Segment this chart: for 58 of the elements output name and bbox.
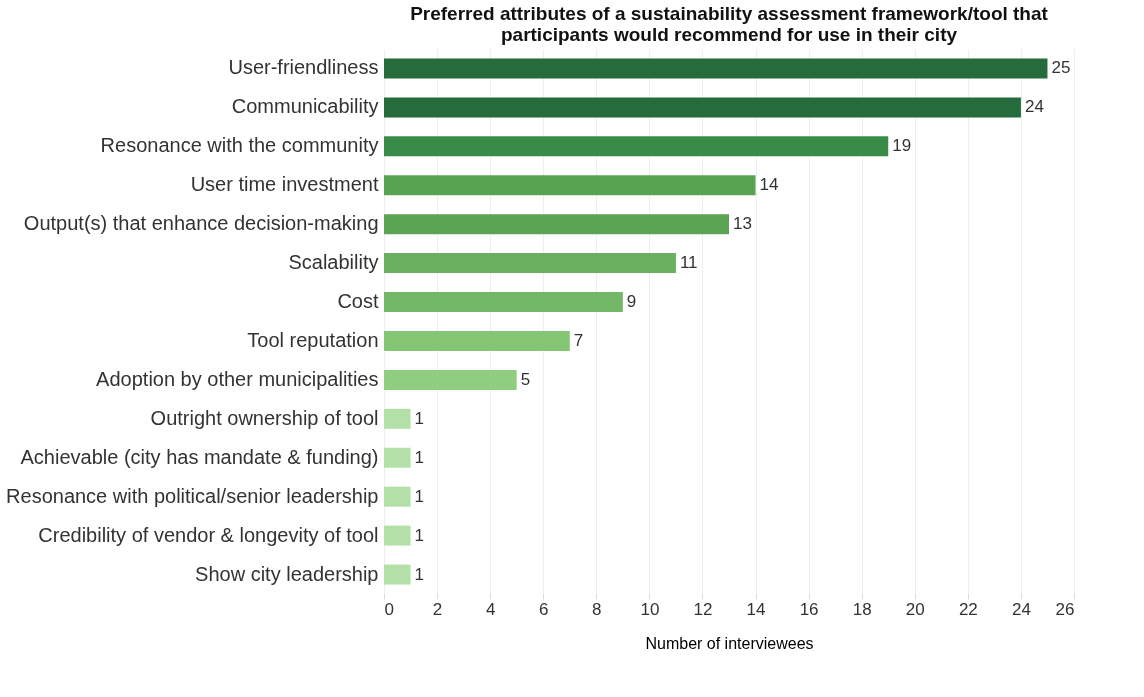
x-tick-label: 18 [852, 599, 872, 619]
bar [384, 175, 756, 196]
bar [384, 525, 411, 546]
bar [384, 330, 570, 351]
bar [384, 253, 676, 274]
x-tick-label: 8 [592, 599, 602, 619]
y-tick-label: Resonance with the community [100, 134, 379, 157]
y-tick-label: Show city leadership [195, 562, 379, 585]
bar [384, 214, 729, 235]
data-label: 19 [892, 136, 912, 156]
bar [384, 58, 1048, 79]
data-label: 25 [1051, 58, 1071, 78]
y-tick-label: Output(s) that enhance decision-making [23, 212, 379, 235]
x-tick-label: 12 [693, 599, 713, 619]
data-label: 13 [733, 214, 752, 234]
x-tick-label: 24 [1011, 599, 1031, 619]
bar [384, 447, 411, 468]
y-tick-label: Outright ownership of tool [150, 406, 379, 429]
x-tick-label: 6 [539, 599, 549, 619]
x-tick-label: 0 [384, 599, 394, 619]
data-label: 1 [414, 525, 425, 545]
data-label: 1 [414, 486, 425, 506]
x-tick-label: 16 [799, 599, 819, 619]
x-tick-label: 22 [958, 599, 978, 619]
x-tick-label: 4 [485, 599, 496, 619]
x-tick-label: 26 [1055, 599, 1075, 619]
x-tick-label: 2 [432, 599, 443, 619]
bar [384, 292, 623, 313]
bar [384, 408, 411, 429]
data-label: 1 [414, 564, 425, 584]
bar [384, 369, 517, 390]
bar [384, 564, 411, 585]
y-tick-label: Credibility of vendor & longevity of tool [38, 523, 379, 546]
y-tick-label: User time investment [190, 173, 379, 196]
chart-title: Preferred attributes of a sustainability assessment framework/tool that participants would recommend for use in their city [410, 3, 1049, 45]
y-tick-label: User-friendliness [228, 56, 379, 79]
data-label: 5 [520, 369, 531, 389]
data-label: 14 [759, 175, 779, 195]
y-tick-label: Achievable (city has mandate & funding) [20, 445, 379, 468]
y-tick-label: Resonance with political/senior leadership [6, 484, 379, 507]
data-label: 1 [414, 408, 425, 428]
y-tick-label: Cost [337, 290, 379, 313]
bar [384, 486, 411, 507]
x-tick-label: 10 [640, 599, 660, 619]
data-label: 9 [626, 292, 637, 312]
x-tick-label: 14 [746, 599, 766, 619]
y-tick-label: Adoption by other municipalities [96, 367, 379, 390]
data-label: 11 [679, 253, 698, 273]
y-tick-label: Tool reputation [247, 328, 379, 351]
x-tick-label: 20 [905, 599, 925, 619]
data-label: 24 [1024, 97, 1044, 117]
x-axis-title: Number of interviewees [645, 634, 814, 652]
y-tick-label: Scalability [288, 251, 379, 274]
data-label: 7 [573, 330, 584, 350]
y-tick-label: Communicability [231, 95, 379, 118]
bar [384, 97, 1021, 118]
bar [384, 136, 889, 157]
data-label: 1 [414, 447, 425, 467]
